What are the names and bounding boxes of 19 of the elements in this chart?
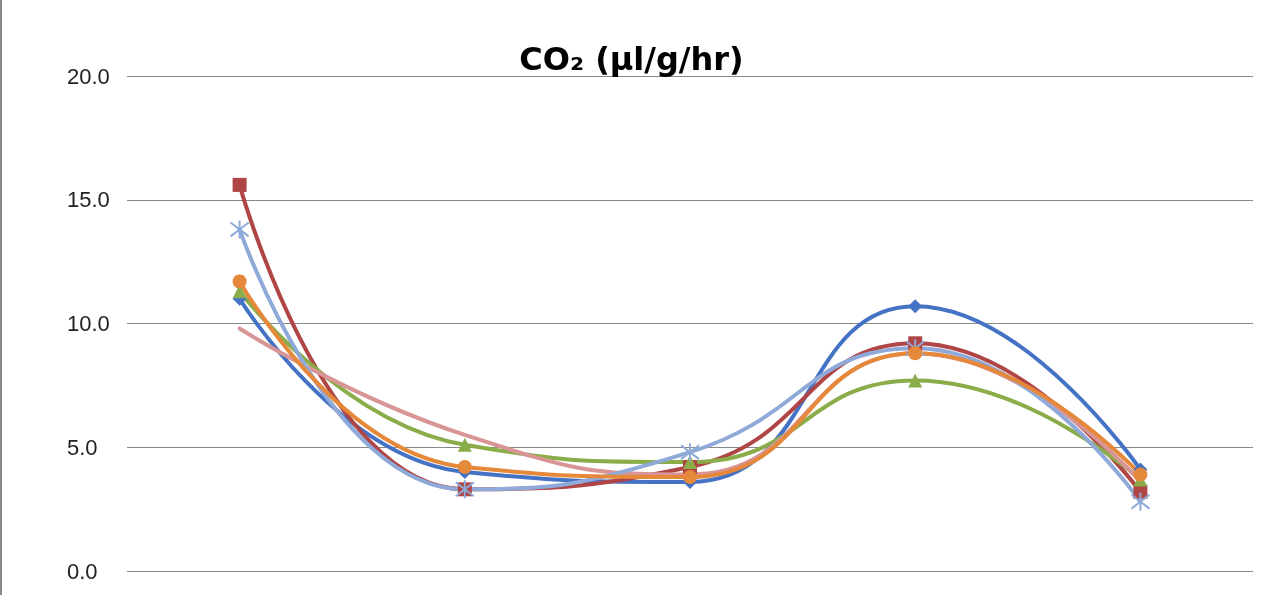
point (905, 338, 926, 359)
y-tick-label: 0.0 (67, 558, 98, 584)
point (908, 373, 923, 388)
point (457, 460, 472, 475)
y-tick-label: 5.0 (67, 434, 98, 460)
y-tick-label: 20.0 (67, 63, 110, 89)
y-tick-label: 15.0 (67, 187, 110, 213)
point (457, 437, 472, 452)
point (229, 219, 250, 240)
point (1130, 491, 1151, 512)
point (232, 274, 247, 289)
y-tick-label: 10.0 (67, 311, 110, 336)
point (908, 346, 923, 361)
point (908, 299, 923, 314)
point (680, 442, 700, 463)
chart-title: CO₂ (µl/g/hr) (519, 40, 744, 78)
point (232, 177, 247, 192)
point (1133, 467, 1148, 482)
point (683, 469, 697, 484)
